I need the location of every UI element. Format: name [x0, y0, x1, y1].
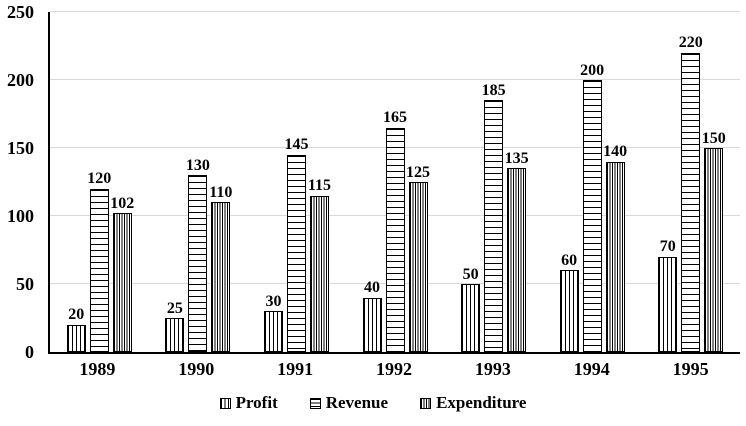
- bar-value-label: 145: [284, 136, 309, 154]
- y-tick-label: 0: [25, 342, 34, 362]
- bar-value-label: 110: [209, 184, 233, 202]
- bar-expenditure-1992: 125: [406, 164, 430, 352]
- bar-group-1992: 40 165 125: [346, 12, 445, 352]
- bar-profit-1991: 30: [263, 293, 283, 352]
- bar-expenditure-1995: 150: [702, 130, 726, 352]
- bar-value-label: 165: [383, 109, 408, 127]
- bar-revenue-1993: 185: [482, 82, 506, 352]
- x-category-label: 1989: [79, 359, 116, 379]
- bar-revenue-1995: 220: [679, 34, 703, 352]
- bar-group-1995: 70 220 150: [641, 12, 740, 352]
- bar-revenue-1991: 145: [284, 136, 308, 352]
- y-tick-label: 150: [7, 138, 34, 158]
- bar-value-label: 185: [481, 82, 506, 100]
- y-tick-label: 250: [7, 2, 34, 22]
- legend-label: Profit: [235, 393, 278, 412]
- bar-profit-1989: 20: [66, 306, 86, 352]
- bar-group-1989: 20 120 102: [50, 12, 149, 352]
- bar-expenditure-1991: 115: [308, 177, 331, 352]
- x-category-label: 1992: [376, 359, 412, 379]
- bar-revenue-1992: 165: [383, 109, 407, 352]
- x-axis-labels: 1989 1990 1991 1992 1993 1994 1995: [48, 359, 740, 380]
- x-category-label: 1993: [474, 359, 511, 379]
- legend-swatch-profit-icon: [219, 397, 231, 409]
- bar-value-label: 125: [406, 163, 431, 181]
- y-tick-label: 100: [7, 206, 34, 226]
- bar-value-label: 120: [87, 170, 112, 188]
- bar-value-label: 135: [504, 150, 529, 168]
- bar-revenue-1994: 200: [580, 62, 604, 352]
- x-category-label: 1990: [178, 359, 215, 379]
- bar-value-label: 115: [307, 177, 331, 195]
- bar-value-label: 40: [364, 279, 381, 297]
- y-tick-label: 50: [16, 274, 34, 294]
- bar-expenditure-1994: 140: [603, 143, 627, 352]
- bar-value-label: 150: [701, 129, 726, 147]
- bar-value-label: 50: [462, 265, 479, 283]
- bar-profit-1995: 70: [658, 238, 678, 352]
- legend-item-revenue: Revenue: [309, 393, 389, 413]
- legend-swatch-expenditure-icon: [420, 397, 432, 409]
- legend-label: Revenue: [325, 393, 389, 412]
- bar-group-1993: 50 185 135: [444, 12, 543, 352]
- bar-profit-1994: 60: [559, 252, 579, 352]
- legend-label: Expenditure: [436, 393, 527, 412]
- bar-value-label: 200: [580, 61, 605, 79]
- gridline: [50, 11, 740, 12]
- bar-expenditure-1990: 110: [209, 184, 232, 352]
- bar-value-label: 25: [166, 299, 183, 317]
- bar-revenue-1989: 120: [87, 170, 111, 352]
- y-axis-labels: 0 50 100 150 200 250: [0, 3, 42, 361]
- bar-value-label: 20: [68, 306, 85, 324]
- bar-value-label: 30: [265, 292, 282, 310]
- bar-expenditure-1989: 102: [110, 195, 134, 352]
- x-category-label: 1995: [672, 359, 709, 379]
- bar-revenue-1990: 130: [186, 157, 210, 352]
- plot-area: 20 120 102 25 130 110 30 145 115 40 165 125 50 185 135…: [48, 11, 740, 354]
- legend-item-profit: Profit: [219, 393, 278, 413]
- bar-profit-1990: 25: [165, 300, 185, 352]
- bar-value-label: 60: [561, 252, 578, 270]
- bar-value-label: 102: [110, 194, 135, 212]
- bar-group-1990: 25 130 110: [149, 12, 248, 352]
- bar-profit-1992: 40: [362, 279, 382, 352]
- bar-profit-1993: 50: [461, 266, 481, 352]
- bar-value-label: 140: [603, 143, 628, 161]
- bar-value-label: 130: [185, 156, 210, 174]
- x-category-label: 1991: [277, 359, 314, 379]
- legend: Profit Revenue Expenditure: [0, 393, 746, 413]
- gridline: [50, 79, 740, 80]
- bar-group-1994: 60 200 140: [543, 12, 642, 352]
- bar-value-label: 220: [678, 34, 703, 52]
- bar-expenditure-1993: 135: [505, 150, 529, 352]
- x-category-label: 1994: [573, 359, 610, 379]
- bar-value-label: 70: [659, 238, 676, 256]
- legend-item-expenditure: Expenditure: [420, 393, 526, 413]
- bar-group-1991: 30 145 115: [247, 12, 346, 352]
- y-tick-label: 200: [7, 70, 34, 90]
- legend-swatch-revenue-icon: [309, 397, 321, 409]
